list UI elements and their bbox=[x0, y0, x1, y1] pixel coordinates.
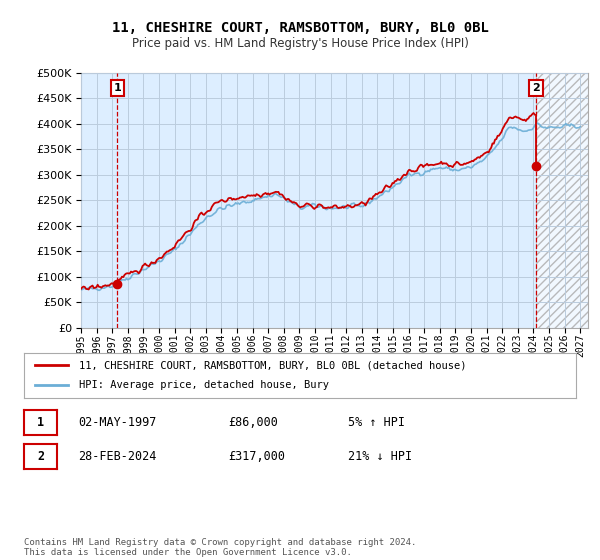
Text: 2: 2 bbox=[37, 450, 44, 463]
Text: 28-FEB-2024: 28-FEB-2024 bbox=[78, 450, 157, 463]
Text: 5% ↑ HPI: 5% ↑ HPI bbox=[348, 416, 405, 430]
Text: 21% ↓ HPI: 21% ↓ HPI bbox=[348, 450, 412, 463]
Text: HPI: Average price, detached house, Bury: HPI: Average price, detached house, Bury bbox=[79, 380, 329, 390]
Text: £86,000: £86,000 bbox=[228, 416, 278, 430]
Text: £317,000: £317,000 bbox=[228, 450, 285, 463]
Text: Contains HM Land Registry data © Crown copyright and database right 2024.
This d: Contains HM Land Registry data © Crown c… bbox=[24, 538, 416, 557]
Text: Price paid vs. HM Land Registry's House Price Index (HPI): Price paid vs. HM Land Registry's House … bbox=[131, 37, 469, 50]
Bar bbox=[536, 73, 588, 328]
Bar bbox=[536, 73, 588, 328]
Text: 1: 1 bbox=[113, 83, 121, 93]
Text: 11, CHESHIRE COURT, RAMSBOTTOM, BURY, BL0 0BL (detached house): 11, CHESHIRE COURT, RAMSBOTTOM, BURY, BL… bbox=[79, 360, 467, 370]
Text: 02-MAY-1997: 02-MAY-1997 bbox=[78, 416, 157, 430]
Text: 1: 1 bbox=[37, 416, 44, 430]
Text: 2: 2 bbox=[532, 83, 540, 93]
Text: 11, CHESHIRE COURT, RAMSBOTTOM, BURY, BL0 0BL: 11, CHESHIRE COURT, RAMSBOTTOM, BURY, BL… bbox=[112, 21, 488, 35]
